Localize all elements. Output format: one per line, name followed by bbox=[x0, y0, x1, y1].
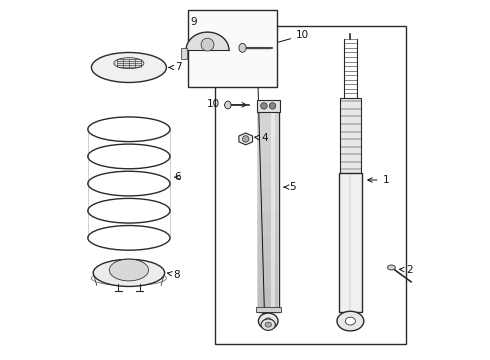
Circle shape bbox=[243, 136, 249, 142]
Ellipse shape bbox=[345, 317, 355, 325]
Circle shape bbox=[270, 103, 276, 109]
Ellipse shape bbox=[261, 319, 275, 330]
Bar bbox=[258, 112, 279, 312]
Ellipse shape bbox=[239, 43, 246, 52]
Bar bbox=[188, 10, 277, 87]
Ellipse shape bbox=[265, 318, 272, 324]
Bar bbox=[271, 112, 275, 312]
Ellipse shape bbox=[93, 259, 165, 287]
Text: 9: 9 bbox=[191, 17, 197, 27]
Bar bbox=[215, 26, 406, 344]
Text: 6: 6 bbox=[174, 172, 181, 182]
Bar bbox=[256, 307, 281, 312]
Ellipse shape bbox=[337, 311, 364, 331]
Ellipse shape bbox=[265, 322, 271, 327]
Bar bbox=[258, 237, 278, 262]
Text: 10: 10 bbox=[207, 99, 246, 109]
Circle shape bbox=[261, 103, 267, 109]
Bar bbox=[340, 98, 361, 173]
Bar bbox=[258, 162, 278, 187]
Bar bbox=[258, 137, 278, 162]
Bar bbox=[257, 100, 280, 112]
Bar bbox=[258, 112, 278, 137]
Ellipse shape bbox=[114, 58, 144, 69]
Bar bbox=[339, 173, 362, 312]
Ellipse shape bbox=[224, 101, 231, 109]
Polygon shape bbox=[239, 133, 252, 145]
Ellipse shape bbox=[109, 259, 148, 281]
Bar bbox=[258, 187, 278, 212]
Text: 7: 7 bbox=[169, 63, 181, 72]
Text: 5: 5 bbox=[284, 182, 296, 192]
Bar bbox=[258, 212, 278, 237]
Text: 8: 8 bbox=[168, 270, 180, 280]
Bar bbox=[181, 48, 187, 59]
Ellipse shape bbox=[258, 313, 278, 329]
Text: 10: 10 bbox=[272, 30, 309, 45]
Text: 3: 3 bbox=[253, 28, 267, 316]
Bar bbox=[258, 262, 278, 287]
Ellipse shape bbox=[388, 265, 395, 270]
Bar bbox=[258, 287, 278, 312]
Polygon shape bbox=[186, 32, 229, 50]
Circle shape bbox=[201, 38, 214, 51]
Text: 4: 4 bbox=[255, 133, 268, 143]
Text: 1: 1 bbox=[368, 175, 389, 185]
Ellipse shape bbox=[92, 53, 167, 82]
Text: 2: 2 bbox=[400, 265, 413, 275]
